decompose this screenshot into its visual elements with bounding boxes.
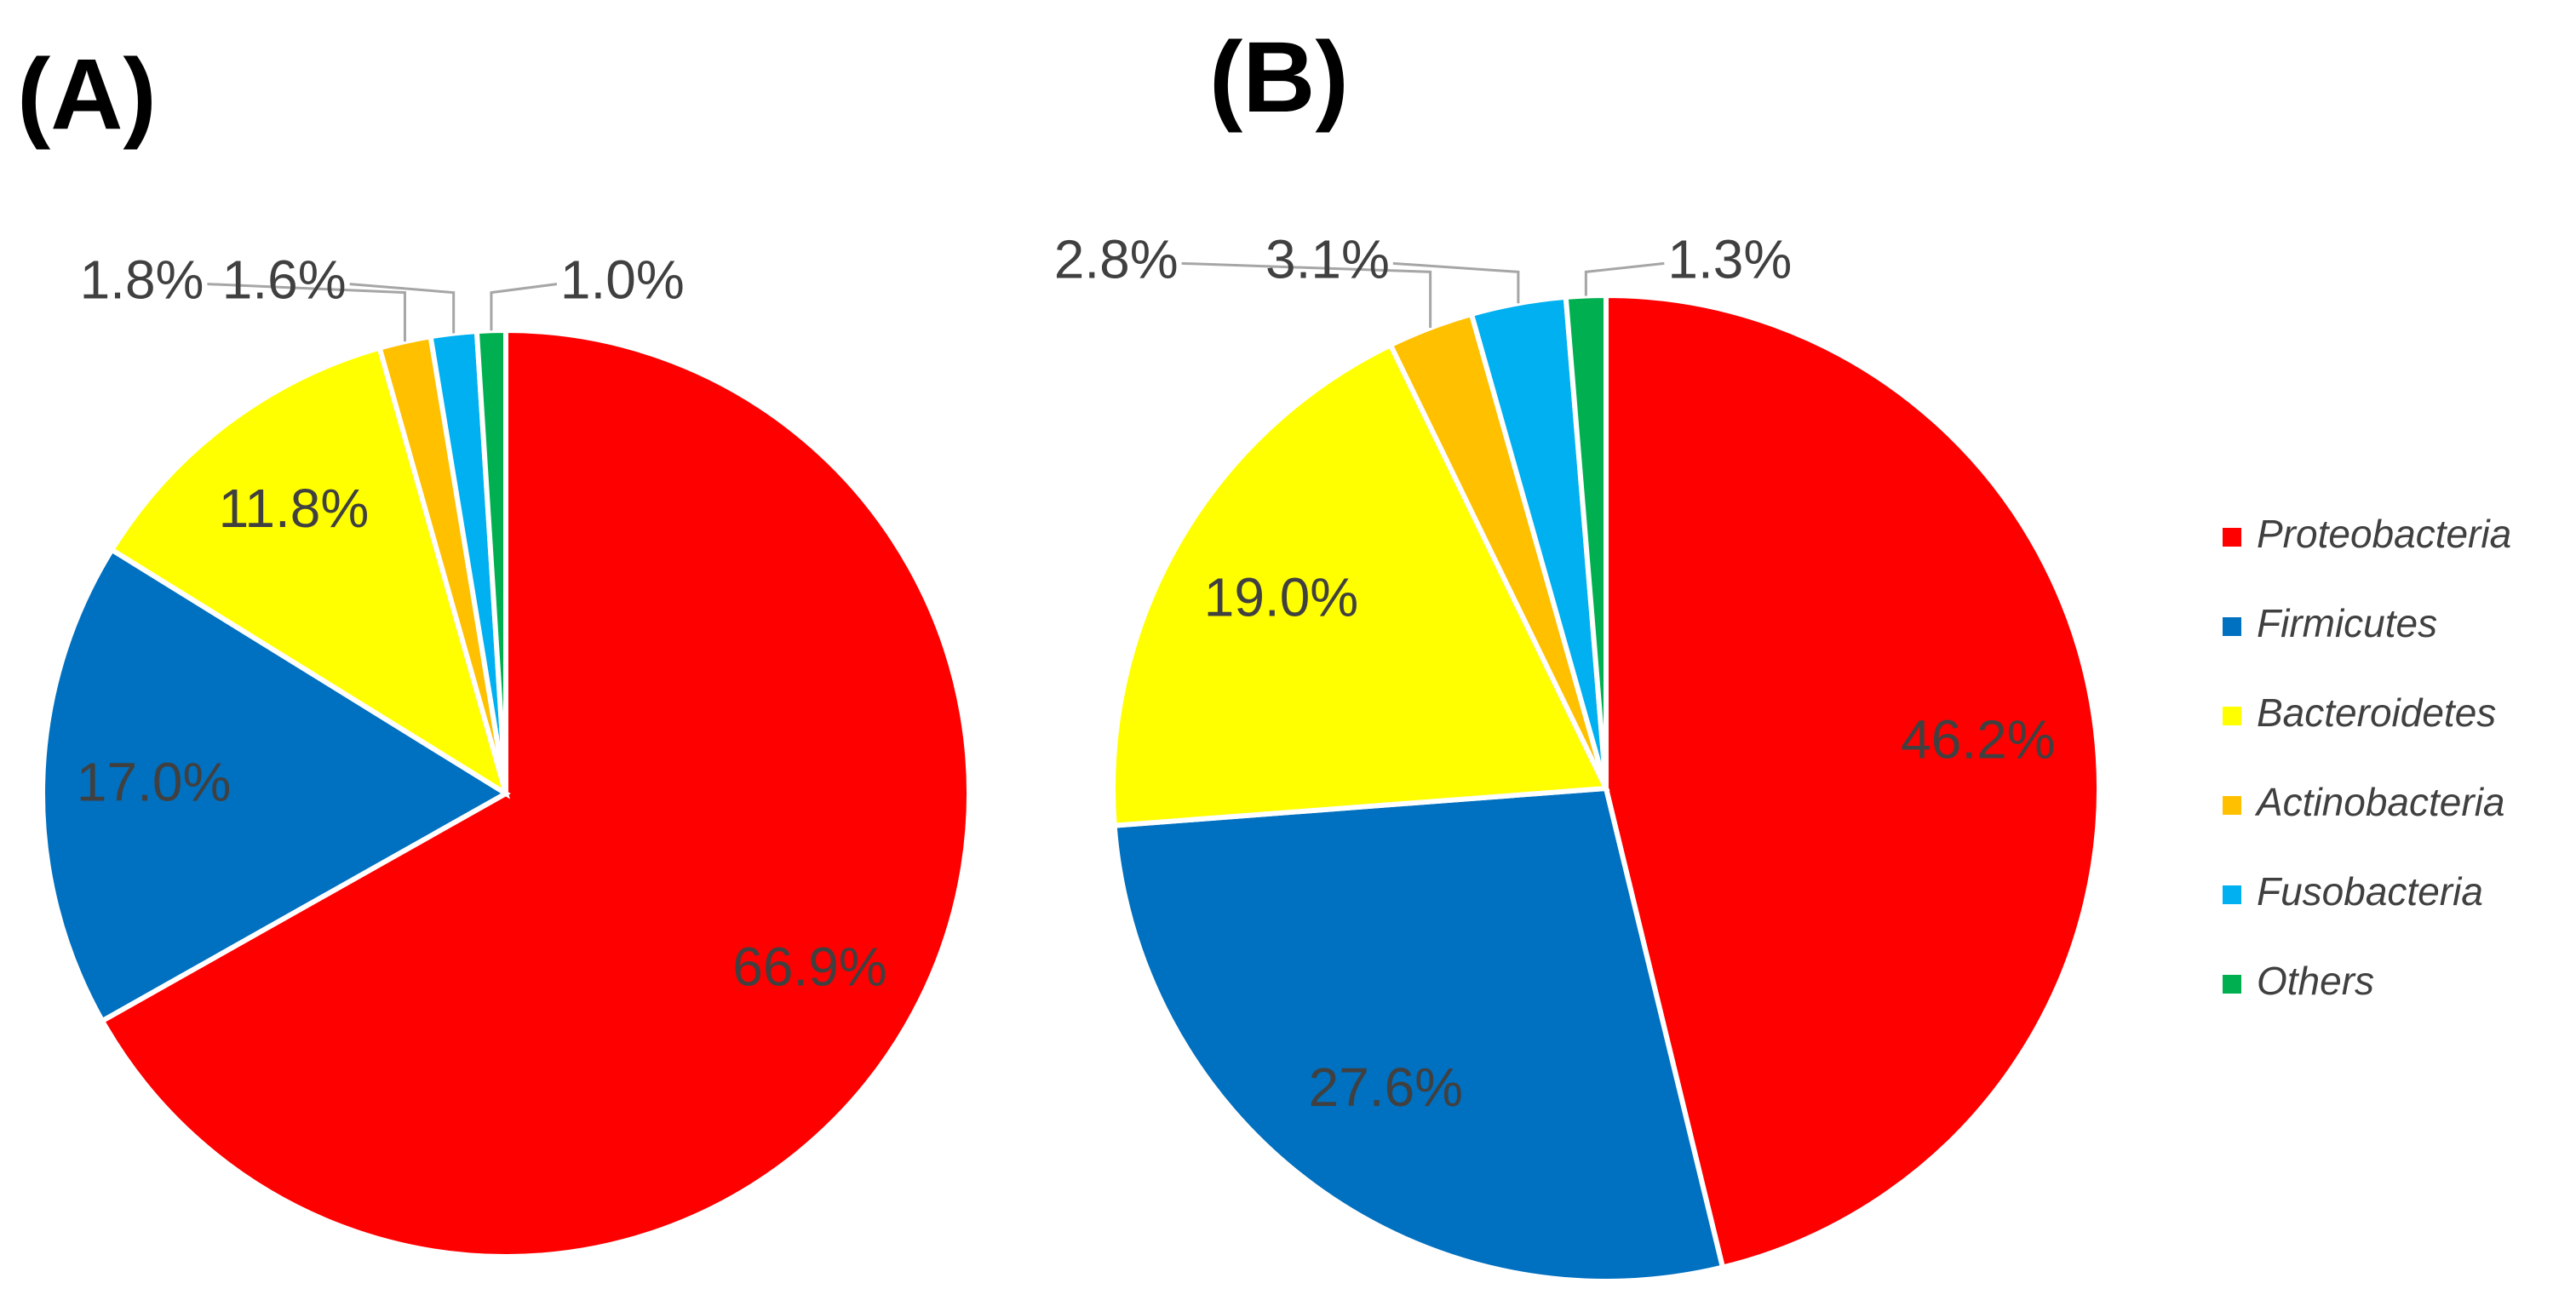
legend-swatch [2223,617,2241,636]
data-label: 27.6% [1309,1057,1463,1118]
data-label: 17.0% [77,751,231,812]
leader-line [1181,261,1432,329]
data-label: 1.8% [80,249,204,311]
legend-label: Bacteroidetes [2257,690,2496,735]
chart-title: (A) [17,38,157,151]
data-label: 1.0% [560,249,685,311]
leader-line [1392,261,1520,304]
data-label: 46.2% [1901,708,2055,770]
legend-label: Fusobacteria [2257,869,2483,914]
pie-slice [1110,341,1610,828]
legend-swatch [2223,707,2241,725]
leader-line [207,283,406,342]
pie-slice [1604,292,2102,1271]
data-label: 19.0% [1204,567,1358,628]
legend-swatch [2223,975,2241,994]
data-label: 2.8% [1054,228,1179,289]
leader-line [1584,261,1665,296]
legend-label: Proteobacteria [2257,512,2511,556]
legend-label: Firmicutes [2257,601,2437,645]
data-label: 3.1% [1265,228,1390,289]
legend-label: Actinobacteria [2254,780,2505,824]
pie-slice [98,327,972,1259]
data-label: 11.8% [219,478,370,539]
pie-slice [40,546,511,1025]
legend-swatch [2223,885,2241,904]
leader-line [349,283,456,334]
pie-slice [108,344,510,799]
pie-slice [1111,785,1726,1284]
legend-swatch [2223,796,2241,815]
legend-swatch [2223,528,2241,547]
chart-title: (B) [1209,21,1349,134]
data-label: 66.9% [732,936,886,997]
data-label: 1.6% [222,249,347,311]
leader-line [490,283,558,331]
legend-label: Others [2257,959,2374,1003]
data-label: 1.3% [1667,228,1792,289]
